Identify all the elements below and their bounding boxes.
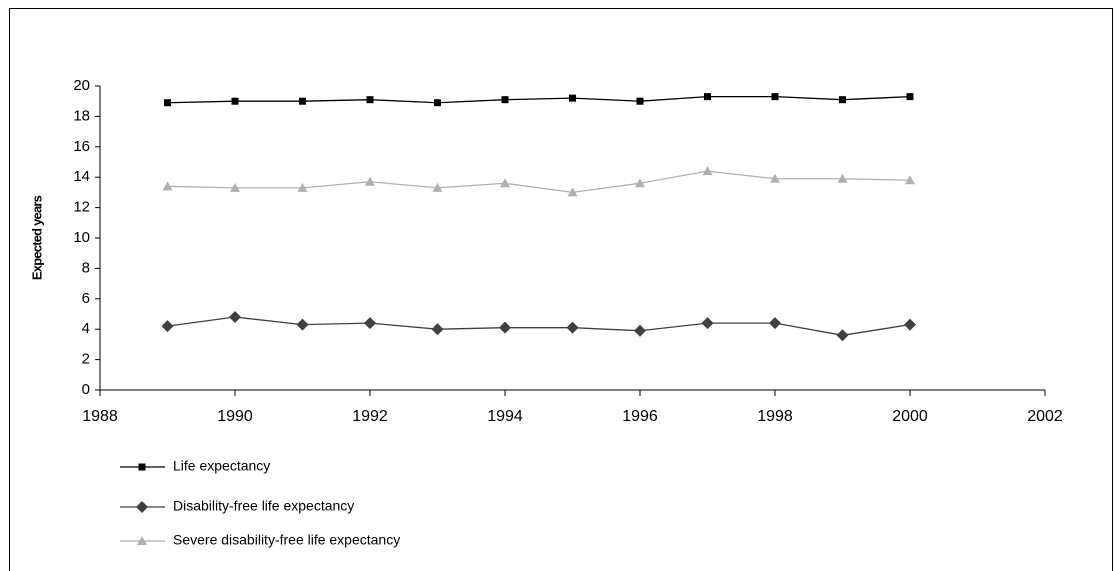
marker [366, 96, 374, 104]
legend-label: Life expectancy [173, 458, 270, 474]
marker [501, 96, 509, 104]
y-tick-label: 16 [73, 138, 90, 155]
marker [566, 321, 579, 334]
marker [299, 97, 306, 105]
y-tick-label: 2 [82, 351, 90, 368]
marker [431, 323, 444, 336]
marker [162, 181, 173, 191]
marker [702, 166, 713, 176]
marker [500, 178, 510, 188]
marker [138, 463, 146, 471]
marker [296, 318, 309, 331]
marker [771, 93, 779, 101]
y-tick-label: 10 [73, 229, 90, 246]
marker [839, 96, 846, 104]
y-tick-label: 18 [73, 107, 90, 124]
x-tick-label: 1994 [487, 408, 523, 425]
marker [701, 317, 714, 330]
y-tick-label: 0 [82, 381, 90, 398]
y-tick-label: 12 [73, 199, 90, 216]
marker [836, 329, 849, 342]
marker [164, 99, 171, 107]
series-line [167, 170, 911, 194]
marker [769, 317, 781, 330]
marker [569, 94, 576, 102]
marker [634, 324, 646, 337]
marker [136, 501, 148, 513]
chart-frame [9, 8, 1113, 571]
y-axis-label: Expected years [29, 195, 44, 280]
series-line [167, 316, 911, 336]
series-line [167, 95, 911, 104]
marker [905, 175, 915, 185]
marker [904, 318, 916, 331]
x-tick-label: 1998 [757, 408, 793, 425]
marker [365, 176, 375, 186]
y-tick-label: 14 [73, 168, 90, 185]
marker [137, 536, 147, 545]
marker [161, 320, 174, 333]
y-tick-label: 4 [82, 320, 90, 337]
marker [567, 187, 578, 197]
legend-label: Disability-free life expectancy [173, 498, 354, 514]
y-tick-label: 6 [82, 290, 90, 307]
y-tick-label: 20 [73, 77, 90, 94]
legend-label: Severe disability-free life expectancy [173, 532, 400, 548]
marker [770, 173, 780, 183]
marker [434, 99, 441, 107]
marker [837, 173, 848, 183]
marker [230, 182, 240, 192]
marker [704, 93, 711, 101]
x-tick-label: 1988 [82, 408, 118, 425]
marker [231, 97, 239, 105]
x-tick-label: 2000 [892, 408, 928, 425]
marker [297, 182, 308, 192]
x-tick-label: 2002 [1027, 408, 1063, 425]
x-tick-label: 1990 [217, 408, 253, 425]
x-tick-label: 1992 [352, 408, 388, 425]
y-tick-label: 8 [82, 259, 90, 276]
marker [499, 321, 511, 334]
marker [906, 93, 914, 101]
marker [432, 182, 443, 192]
marker [229, 311, 241, 324]
marker [636, 97, 644, 105]
x-tick-label: 1996 [622, 408, 658, 425]
marker [635, 178, 645, 188]
marker [364, 317, 376, 330]
